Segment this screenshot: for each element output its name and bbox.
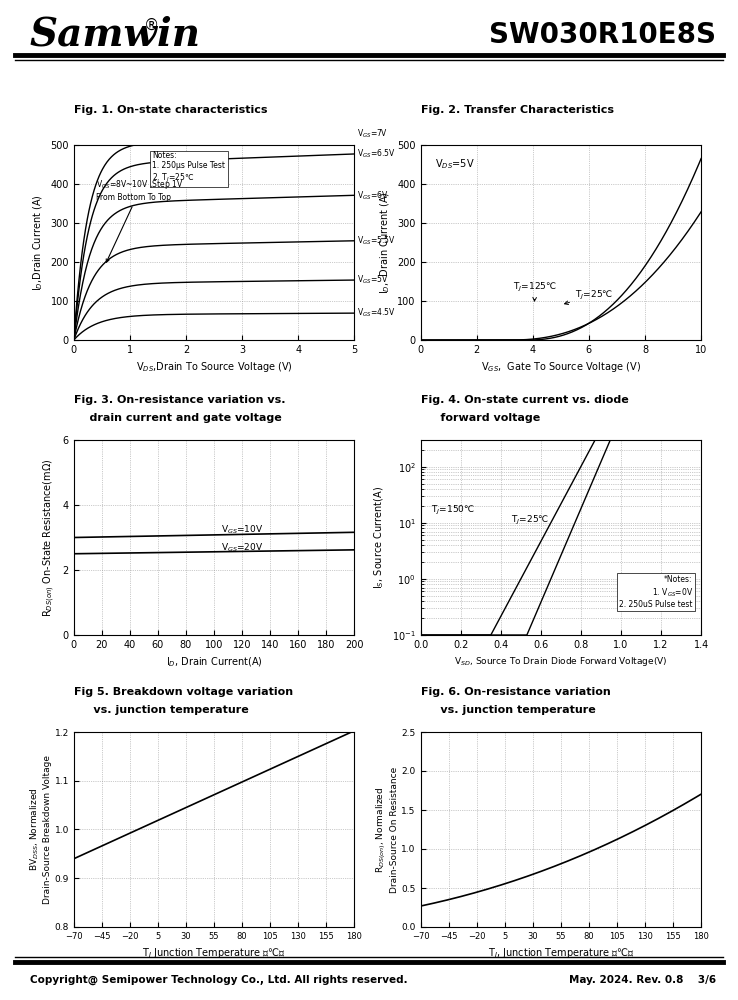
Text: V$_{GS}$=8V~10V ,Step 1V
From Bottom To Top: V$_{GS}$=8V~10V ,Step 1V From Bottom To … <box>96 178 184 262</box>
Text: Fig. 4. On-state current vs. diode: Fig. 4. On-state current vs. diode <box>421 395 629 405</box>
Text: Fig. 3. On-resistance variation vs.: Fig. 3. On-resistance variation vs. <box>74 395 286 405</box>
Text: Fig 5. Breakdown voltage variation: Fig 5. Breakdown voltage variation <box>74 687 293 697</box>
Text: V$_{GS}$=4.5V: V$_{GS}$=4.5V <box>357 307 396 319</box>
Text: V$_{GS}$=5.5V: V$_{GS}$=5.5V <box>357 235 396 247</box>
Text: V$_{GS}$=6.5V: V$_{GS}$=6.5V <box>357 148 396 160</box>
Y-axis label: I$_S$, Source Current(A): I$_S$, Source Current(A) <box>373 486 387 589</box>
X-axis label: V$_{DS}$,Drain To Source Voltage (V): V$_{DS}$,Drain To Source Voltage (V) <box>136 360 292 374</box>
Y-axis label: BV$_{DSS}$, Normalized
Drain-Source Breakdown Voltage: BV$_{DSS}$, Normalized Drain-Source Brea… <box>29 755 52 904</box>
Text: forward voltage: forward voltage <box>421 413 540 423</box>
Text: Fig. 6. On-resistance variation: Fig. 6. On-resistance variation <box>421 687 610 697</box>
Text: Samwin: Samwin <box>30 16 201 54</box>
Text: Fig. 1. On-state characteristics: Fig. 1. On-state characteristics <box>74 105 267 115</box>
Text: V$_{GS}$=10V: V$_{GS}$=10V <box>221 524 263 536</box>
Text: Fig. 2. Transfer Characteristics: Fig. 2. Transfer Characteristics <box>421 105 614 115</box>
Text: ®: ® <box>144 17 159 32</box>
Text: V$_{GS}$=7V: V$_{GS}$=7V <box>357 127 387 140</box>
Text: T$_J$=150℃: T$_J$=150℃ <box>431 504 475 517</box>
Text: *Notes:
1. V$_{GS}$=0V
2. 250uS Pulse test: *Notes: 1. V$_{GS}$=0V 2. 250uS Pulse te… <box>619 575 693 609</box>
Text: vs. junction temperature: vs. junction temperature <box>421 705 596 715</box>
Text: Notes:
1. 250μs Pulse Test
2. T$_J$=25℃: Notes: 1. 250μs Pulse Test 2. T$_J$=25℃ <box>152 151 225 185</box>
Text: V$_{DS}$=5V: V$_{DS}$=5V <box>435 157 475 170</box>
X-axis label: I$_D$, Drain Current(A): I$_D$, Drain Current(A) <box>166 655 262 669</box>
Text: vs. junction temperature: vs. junction temperature <box>74 705 249 715</box>
X-axis label: T$_J$, Junction Temperature （℃）: T$_J$, Junction Temperature （℃） <box>488 946 634 961</box>
Text: drain current and gate voltage: drain current and gate voltage <box>74 413 282 423</box>
Y-axis label: R$_{DS(on)}$, Normalized
Drain-Source On Resistance: R$_{DS(on)}$, Normalized Drain-Source On… <box>374 766 399 893</box>
Text: SW030R10E8S: SW030R10E8S <box>489 21 716 49</box>
Text: T$_J$=25℃: T$_J$=25℃ <box>511 514 549 527</box>
Text: T$_J$=25℃: T$_J$=25℃ <box>565 288 613 305</box>
Text: V$_{GS}$=5V: V$_{GS}$=5V <box>357 274 388 286</box>
X-axis label: V$_{SD}$, Source To Drain Diode Forward Voltage(V): V$_{SD}$, Source To Drain Diode Forward … <box>454 655 668 668</box>
Text: V$_{GS}$=20V: V$_{GS}$=20V <box>221 542 263 554</box>
Text: Copyright@ Semipower Technology Co., Ltd. All rights reserved.: Copyright@ Semipower Technology Co., Ltd… <box>30 975 407 985</box>
Y-axis label: I$_D$,Drain Current (A): I$_D$,Drain Current (A) <box>31 194 45 291</box>
Y-axis label: I$_D$,  Drain Current (A): I$_D$, Drain Current (A) <box>378 191 392 294</box>
Text: May. 2024. Rev. 0.8    3/6: May. 2024. Rev. 0.8 3/6 <box>569 975 716 985</box>
Text: V$_{GS}$=6V: V$_{GS}$=6V <box>357 189 388 202</box>
X-axis label: T$_J$ Junction Temperature （℃）: T$_J$ Junction Temperature （℃） <box>142 946 286 961</box>
X-axis label: V$_{GS}$,  Gate To Source Voltage (V): V$_{GS}$, Gate To Source Voltage (V) <box>481 360 641 374</box>
Text: T$_J$=125℃: T$_J$=125℃ <box>513 281 557 301</box>
Y-axis label: R$_{DS(on)}$ On-State Resistance(mΩ): R$_{DS(on)}$ On-State Resistance(mΩ) <box>42 458 57 617</box>
